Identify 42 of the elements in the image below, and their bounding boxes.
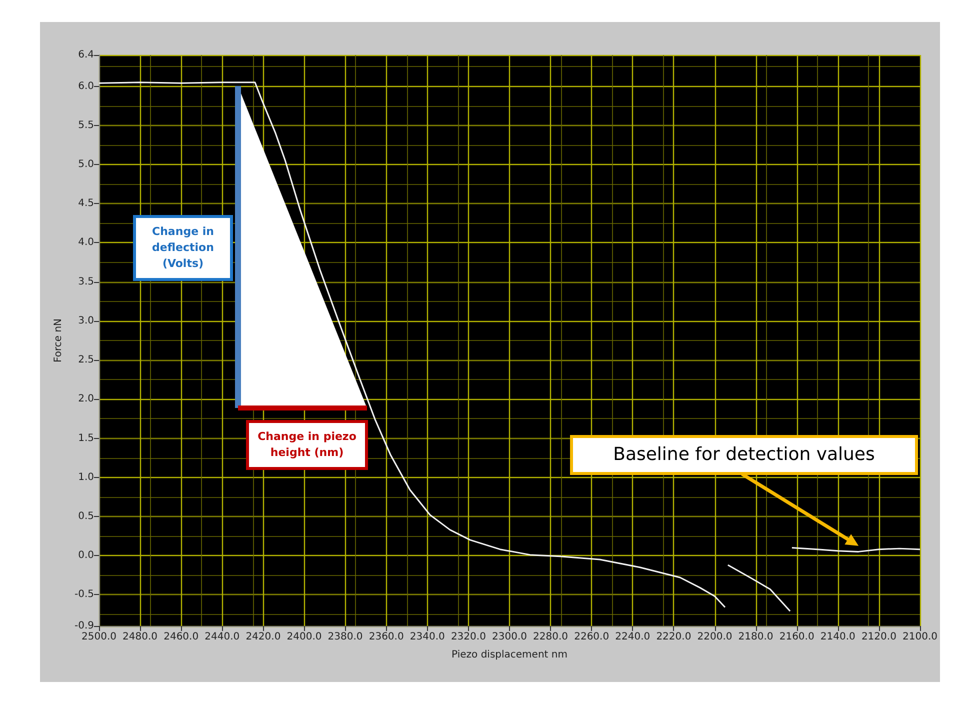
- text-box: Change in deflection (Volts): [133, 215, 233, 281]
- x-tick-label: 2380.0: [328, 632, 363, 642]
- y-axis-title: Force nN: [53, 318, 64, 363]
- x-tick-label: 2420.0: [246, 632, 281, 642]
- y-tick-label: 5.0: [78, 159, 94, 170]
- y-tick-label: 5.5: [78, 120, 94, 131]
- x-tick-label: 2180.0: [738, 632, 774, 642]
- x-tick-label: 2120.0: [861, 632, 896, 642]
- x-tick-label: 2280.0: [533, 632, 568, 642]
- x-tick-label: 2140.0: [820, 632, 856, 642]
- x-tick-label: 2440.0: [204, 632, 240, 642]
- y-tick-label: 4.5: [78, 198, 94, 210]
- y-tick-label: 3.0: [78, 315, 94, 326]
- text-box: Change in piezo height (nm): [246, 420, 368, 470]
- y-tick-label: 4.0: [78, 237, 94, 248]
- y-tick-label: 2.5: [78, 354, 94, 366]
- x-tick-label: 2320.0: [450, 632, 486, 642]
- y-tick-label: 2.0: [78, 394, 94, 405]
- x-tick-label: 2340.0: [410, 632, 445, 642]
- x-tick-label: 2400.0: [286, 632, 322, 642]
- y-tick-label: 6.0: [78, 80, 94, 92]
- x-tick-label: 2260.0: [574, 632, 610, 642]
- text-box: Baseline for detection values: [570, 435, 918, 476]
- y-tick-label: 6.4: [78, 50, 94, 60]
- x-tick-label: 2480.0: [122, 632, 158, 642]
- y-tick-label: 3.5: [78, 276, 94, 288]
- x-tick-label: 2220.0: [656, 632, 692, 642]
- x-axis-title: Piezo displacement nm: [452, 650, 568, 660]
- y-tick-label: 0.5: [78, 510, 94, 522]
- x-tick-label: 2200.0: [697, 632, 732, 642]
- y-tick-label: 1.0: [78, 472, 94, 483]
- x-tick-label: 2160.0: [779, 632, 814, 642]
- y-tick-label: 0.0: [78, 550, 94, 562]
- x-tick-label: 2100.0: [902, 632, 938, 642]
- x-tick-label: 2360.0: [368, 632, 404, 642]
- x-tick-label: 2500.0: [82, 632, 116, 642]
- y-tick-label: -0.9: [74, 620, 94, 632]
- x-tick-label: 2300.0: [492, 632, 527, 642]
- x-tick-label: 2460.0: [164, 632, 199, 642]
- x-tick-label: 2240.0: [615, 632, 650, 642]
- y-tick-label: 1.5: [78, 432, 94, 444]
- y-tick-label: -0.5: [74, 589, 94, 600]
